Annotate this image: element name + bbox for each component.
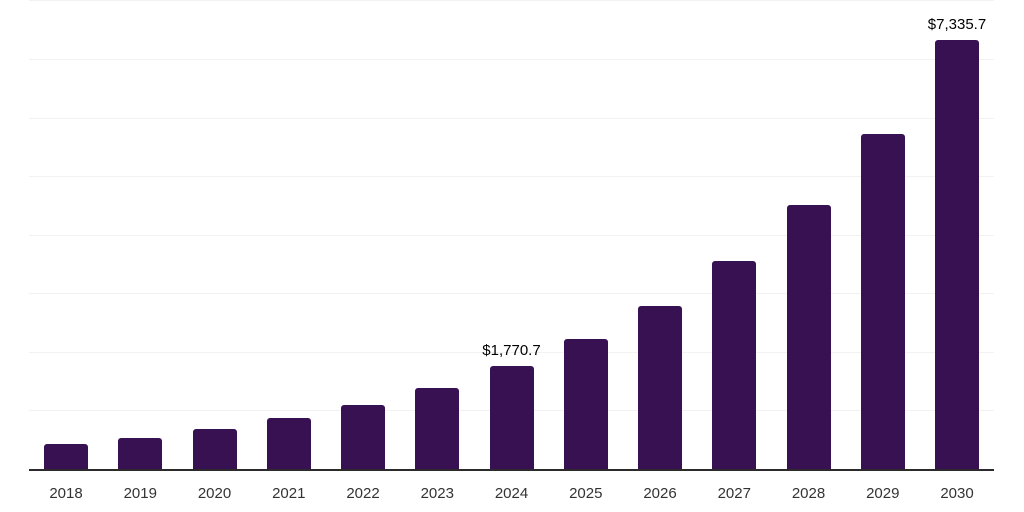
gridline-7000 xyxy=(29,58,994,60)
x-axis-label-2025: 2025 xyxy=(569,485,603,502)
bar-2023 xyxy=(415,388,460,470)
gridline-2000 xyxy=(29,351,994,353)
bar-2021 xyxy=(266,418,311,470)
x-axis-label-2022: 2022 xyxy=(346,485,380,502)
plot-area: $1,770.7 $7,335.7 xyxy=(29,0,994,471)
x-axis-label-2018: 2018 xyxy=(49,485,83,502)
bar-2030 xyxy=(935,40,979,470)
bar-2022 xyxy=(341,405,385,470)
bar-value-label-2024: $1,770.7 xyxy=(482,342,541,360)
x-axis-label-2030: 2030 xyxy=(940,485,974,502)
x-axis-label-2024: 2024 xyxy=(494,485,529,502)
bar-2026 xyxy=(638,305,682,470)
bar-2027 xyxy=(712,261,757,470)
bar-value-label-2030: $7,335.7 xyxy=(927,16,987,34)
x-axis-label-2028: 2028 xyxy=(791,485,826,502)
x-axis-label-2021: 2021 xyxy=(272,485,306,502)
gridline-5000 xyxy=(29,176,994,178)
gridline-3000 xyxy=(29,293,994,295)
x-axis-label-2019: 2019 xyxy=(123,485,157,502)
bar-2024 xyxy=(489,366,534,470)
bar-2029 xyxy=(860,134,905,470)
gridline-4000 xyxy=(29,234,994,236)
x-axis-label-2026: 2026 xyxy=(643,485,677,502)
x-axis-label-2023: 2023 xyxy=(420,485,454,502)
bar-2018 xyxy=(44,444,88,470)
x-axis-labels: 2018 2019 2020 2021 2022 2023 2024 2025 2026 2027… xyxy=(29,482,994,506)
x-axis-label-2020: 2020 xyxy=(197,485,232,502)
x-axis-line xyxy=(29,469,994,471)
bar-2020 xyxy=(192,429,237,470)
x-axis-label-2027: 2027 xyxy=(717,485,751,502)
gridline-8000 xyxy=(29,0,994,2)
gridline-6000 xyxy=(29,117,994,119)
bar-2025 xyxy=(563,338,608,470)
bar-2028 xyxy=(786,205,831,470)
bar-2019 xyxy=(118,438,163,470)
x-axis-label-2029: 2029 xyxy=(866,485,900,502)
